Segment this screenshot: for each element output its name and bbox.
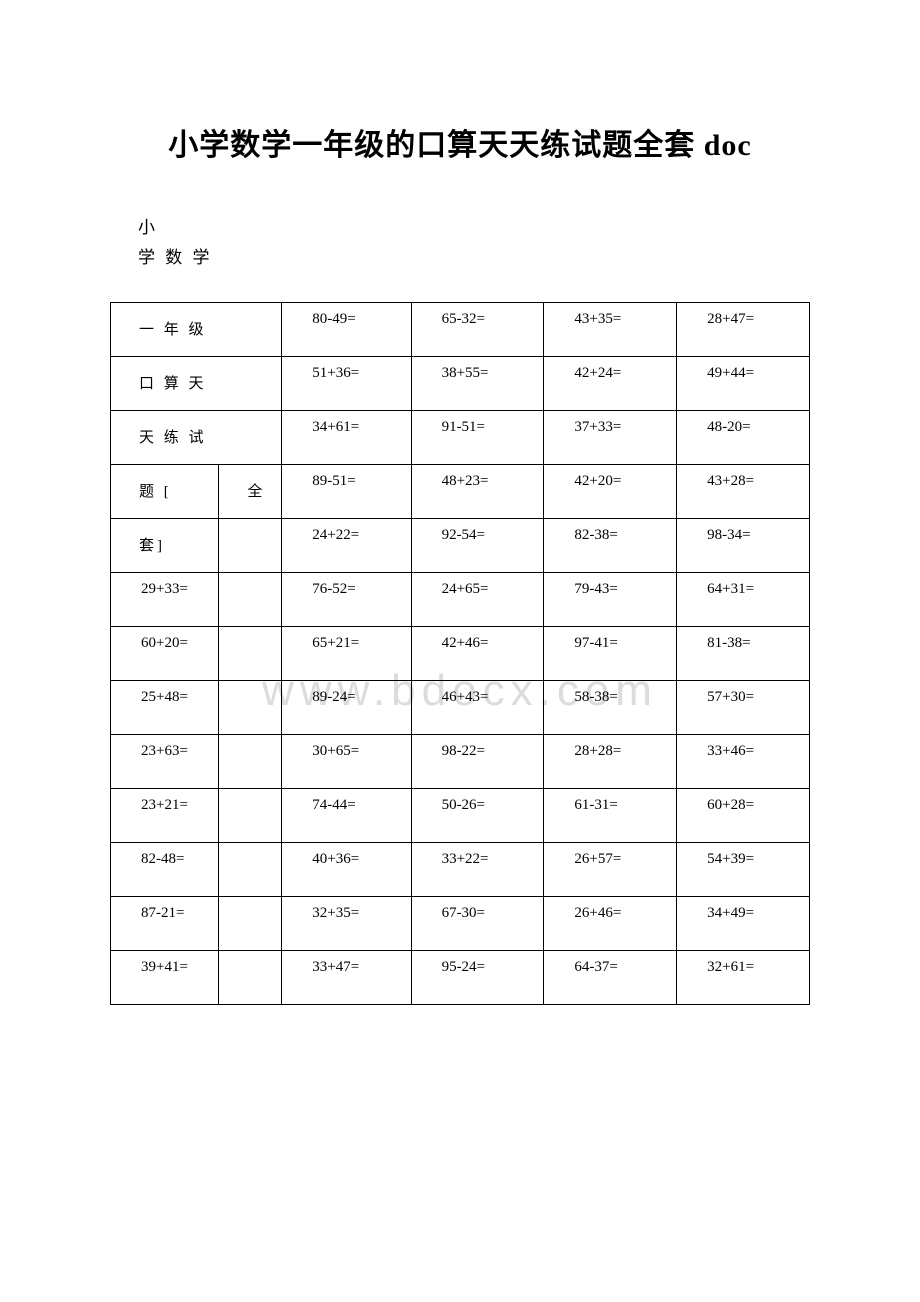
- table-cell: 32+35=: [282, 897, 411, 951]
- table-cell: [219, 897, 282, 951]
- table-cell: 60+28=: [677, 789, 810, 843]
- table-cell: 25+48=: [111, 681, 219, 735]
- table-cell: 50-26=: [411, 789, 544, 843]
- table-cell: 23+21=: [111, 789, 219, 843]
- table-row: 29+33= 76-52=24+65=79-43=64+31=: [111, 573, 810, 627]
- table-cell: 95-24=: [411, 951, 544, 1005]
- table-cell: [219, 681, 282, 735]
- table-cell: 口 算 天: [111, 357, 282, 411]
- table-cell: [219, 627, 282, 681]
- table-cell: [219, 573, 282, 627]
- table-cell: 81-38=: [677, 627, 810, 681]
- table-cell: 29+33=: [111, 573, 219, 627]
- table-row: 87-21= 32+35=67-30=26+46=34+49=: [111, 897, 810, 951]
- table-row: 82-48= 40+36=33+22=26+57=54+39=: [111, 843, 810, 897]
- table-cell: 74-44=: [282, 789, 411, 843]
- intro-text: 小 学 数 学: [138, 214, 810, 272]
- table-cell: 40+36=: [282, 843, 411, 897]
- table-row: 23+63= 30+65=98-22=28+28=33+46=: [111, 735, 810, 789]
- table-cell: 51+36=: [282, 357, 411, 411]
- table-row: 套] 24+22=92-54=82-38=98-34=: [111, 519, 810, 573]
- table-cell: 32+61=: [677, 951, 810, 1005]
- table-row: 39+41= 33+47=95-24=64-37=32+61=: [111, 951, 810, 1005]
- table-cell: 65+21=: [282, 627, 411, 681]
- table-cell: 42+20=: [544, 465, 677, 519]
- table-cell: 23+63=: [111, 735, 219, 789]
- table-cell: [219, 951, 282, 1005]
- table-cell: 98-22=: [411, 735, 544, 789]
- table-cell: 天 练 试: [111, 411, 282, 465]
- table-cell: 65-32=: [411, 303, 544, 357]
- table-cell: 87-21=: [111, 897, 219, 951]
- table-cell: 一 年 级: [111, 303, 282, 357]
- table-cell: 34+61=: [282, 411, 411, 465]
- table-cell: 39+41=: [111, 951, 219, 1005]
- table-cell: 33+46=: [677, 735, 810, 789]
- table-cell: 43+35=: [544, 303, 677, 357]
- table-cell: 92-54=: [411, 519, 544, 573]
- table-row: 口 算 天51+36=38+55=42+24=49+44=: [111, 357, 810, 411]
- table-cell: 82-48=: [111, 843, 219, 897]
- table-cell: 49+44=: [677, 357, 810, 411]
- table-cell: 33+22=: [411, 843, 544, 897]
- table-cell: 42+46=: [411, 627, 544, 681]
- table-cell: 97-41=: [544, 627, 677, 681]
- document-page: 小学数学一年级的口算天天练试题全套 doc 小 学 数 学 一 年 级80-49…: [0, 0, 920, 1065]
- table-cell: 80-49=: [282, 303, 411, 357]
- table-cell: 98-34=: [677, 519, 810, 573]
- table-row: 23+21= 74-44=50-26=61-31=60+28=: [111, 789, 810, 843]
- table-cell: 89-24=: [282, 681, 411, 735]
- table-cell: 61-31=: [544, 789, 677, 843]
- table-cell: 79-43=: [544, 573, 677, 627]
- table-row: 题 [全89-51=48+23=42+20=43+28=: [111, 465, 810, 519]
- table-cell: 48+23=: [411, 465, 544, 519]
- table-cell: 37+33=: [544, 411, 677, 465]
- table-cell: 67-30=: [411, 897, 544, 951]
- table-cell: 46+43=: [411, 681, 544, 735]
- table-cell: 24+22=: [282, 519, 411, 573]
- table-cell: 64+31=: [677, 573, 810, 627]
- table-cell: 38+55=: [411, 357, 544, 411]
- table-cell: 24+65=: [411, 573, 544, 627]
- table-cell: 54+39=: [677, 843, 810, 897]
- table-cell: 48-20=: [677, 411, 810, 465]
- table-cell: 28+28=: [544, 735, 677, 789]
- table-cell: [219, 843, 282, 897]
- table-body: 一 年 级80-49=65-32=43+35=28+47=口 算 天51+36=…: [111, 303, 810, 1005]
- table-cell: 43+28=: [677, 465, 810, 519]
- page-title: 小学数学一年级的口算天天练试题全套 doc: [110, 120, 810, 164]
- table-row: 60+20= 65+21=42+46=97-41=81-38=: [111, 627, 810, 681]
- table-cell: 76-52=: [282, 573, 411, 627]
- table-cell: 64-37=: [544, 951, 677, 1005]
- table-cell: [219, 735, 282, 789]
- table-cell: 全: [219, 465, 282, 519]
- table-cell: 60+20=: [111, 627, 219, 681]
- intro-line-2: 学 数 学: [138, 244, 810, 272]
- table-cell: 30+65=: [282, 735, 411, 789]
- table-cell: 套]: [111, 519, 219, 573]
- table-cell: 89-51=: [282, 465, 411, 519]
- table-cell: 34+49=: [677, 897, 810, 951]
- table-cell: 26+46=: [544, 897, 677, 951]
- table-cell: 题 [: [111, 465, 219, 519]
- table-cell: 26+57=: [544, 843, 677, 897]
- table-cell: [219, 789, 282, 843]
- table-row: 25+48= 89-24=46+43=58-38=57+30=: [111, 681, 810, 735]
- table-cell: 42+24=: [544, 357, 677, 411]
- table-cell: 28+47=: [677, 303, 810, 357]
- table-row: 一 年 级80-49=65-32=43+35=28+47=: [111, 303, 810, 357]
- table-cell: [219, 519, 282, 573]
- table-cell: 33+47=: [282, 951, 411, 1005]
- table-cell: 57+30=: [677, 681, 810, 735]
- table-cell: 82-38=: [544, 519, 677, 573]
- intro-line-1: 小: [138, 214, 810, 242]
- table-cell: 58-38=: [544, 681, 677, 735]
- table-cell: 91-51=: [411, 411, 544, 465]
- math-practice-table: 一 年 级80-49=65-32=43+35=28+47=口 算 天51+36=…: [110, 302, 810, 1005]
- table-row: 天 练 试34+61=91-51=37+33=48-20=: [111, 411, 810, 465]
